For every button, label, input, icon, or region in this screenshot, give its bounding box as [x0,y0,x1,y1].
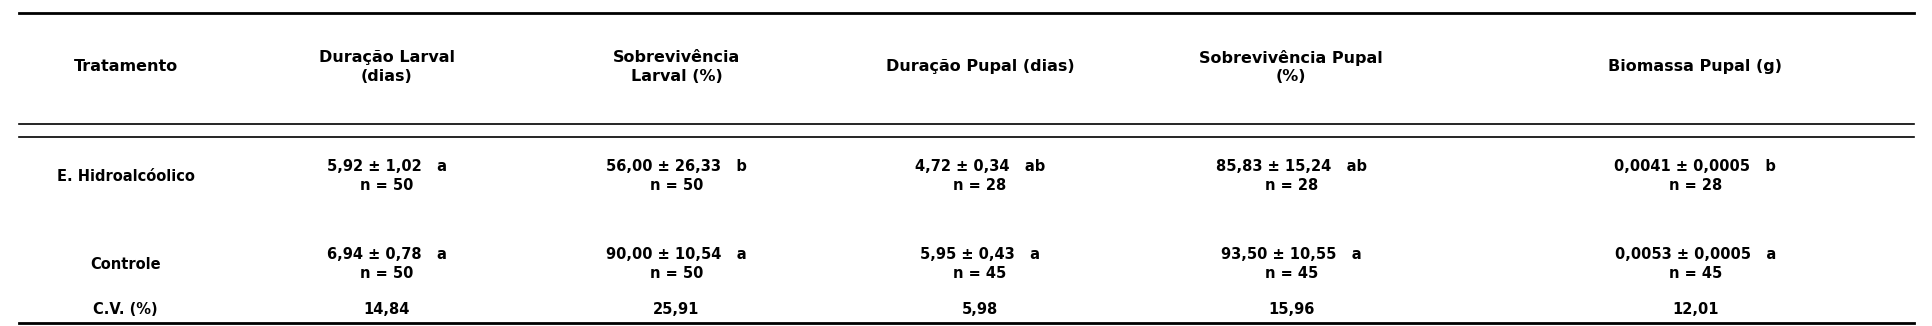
Text: Controle: Controle [91,257,160,272]
Text: C.V. (%): C.V. (%) [93,302,158,317]
Text: 15,96: 15,96 [1267,302,1314,317]
Text: 6,94 ± 0,78   a
n = 50: 6,94 ± 0,78 a n = 50 [327,247,446,281]
Text: 0,0041 ± 0,0005   b
n = 28: 0,0041 ± 0,0005 b n = 28 [1613,159,1776,193]
Text: E. Hidroalcóolico: E. Hidroalcóolico [56,169,195,184]
Text: Tratamento: Tratamento [73,59,178,74]
Text: Biomassa Pupal (g): Biomassa Pupal (g) [1607,59,1781,74]
Text: Duração Larval
(dias): Duração Larval (dias) [319,50,454,84]
Text: 90,00 ± 10,54   a
n = 50: 90,00 ± 10,54 a n = 50 [607,247,746,281]
Text: Duração Pupal (dias): Duração Pupal (dias) [885,59,1074,74]
Text: 25,91: 25,91 [653,302,699,317]
Text: 12,01: 12,01 [1671,302,1718,317]
Text: 5,92 ± 1,02   a
n = 50: 5,92 ± 1,02 a n = 50 [327,159,446,193]
Text: 5,98: 5,98 [962,302,997,317]
Text: Sobrevivência
Larval (%): Sobrevivência Larval (%) [612,50,740,84]
Text: 93,50 ± 10,55   a
n = 45: 93,50 ± 10,55 a n = 45 [1221,247,1360,281]
Text: 5,95 ± 0,43   a
n = 45: 5,95 ± 0,43 a n = 45 [920,247,1039,281]
Text: 4,72 ± 0,34   ab
n = 28: 4,72 ± 0,34 ab n = 28 [914,159,1045,193]
Text: Sobrevivência Pupal
(%): Sobrevivência Pupal (%) [1198,50,1383,84]
Text: 85,83 ± 15,24   ab
n = 28: 85,83 ± 15,24 ab n = 28 [1215,159,1366,193]
Text: 56,00 ± 26,33   b
n = 50: 56,00 ± 26,33 b n = 50 [607,159,746,193]
Text: 0,0053 ± 0,0005   a
n = 45: 0,0053 ± 0,0005 a n = 45 [1613,247,1776,281]
Text: 14,84: 14,84 [363,302,410,317]
